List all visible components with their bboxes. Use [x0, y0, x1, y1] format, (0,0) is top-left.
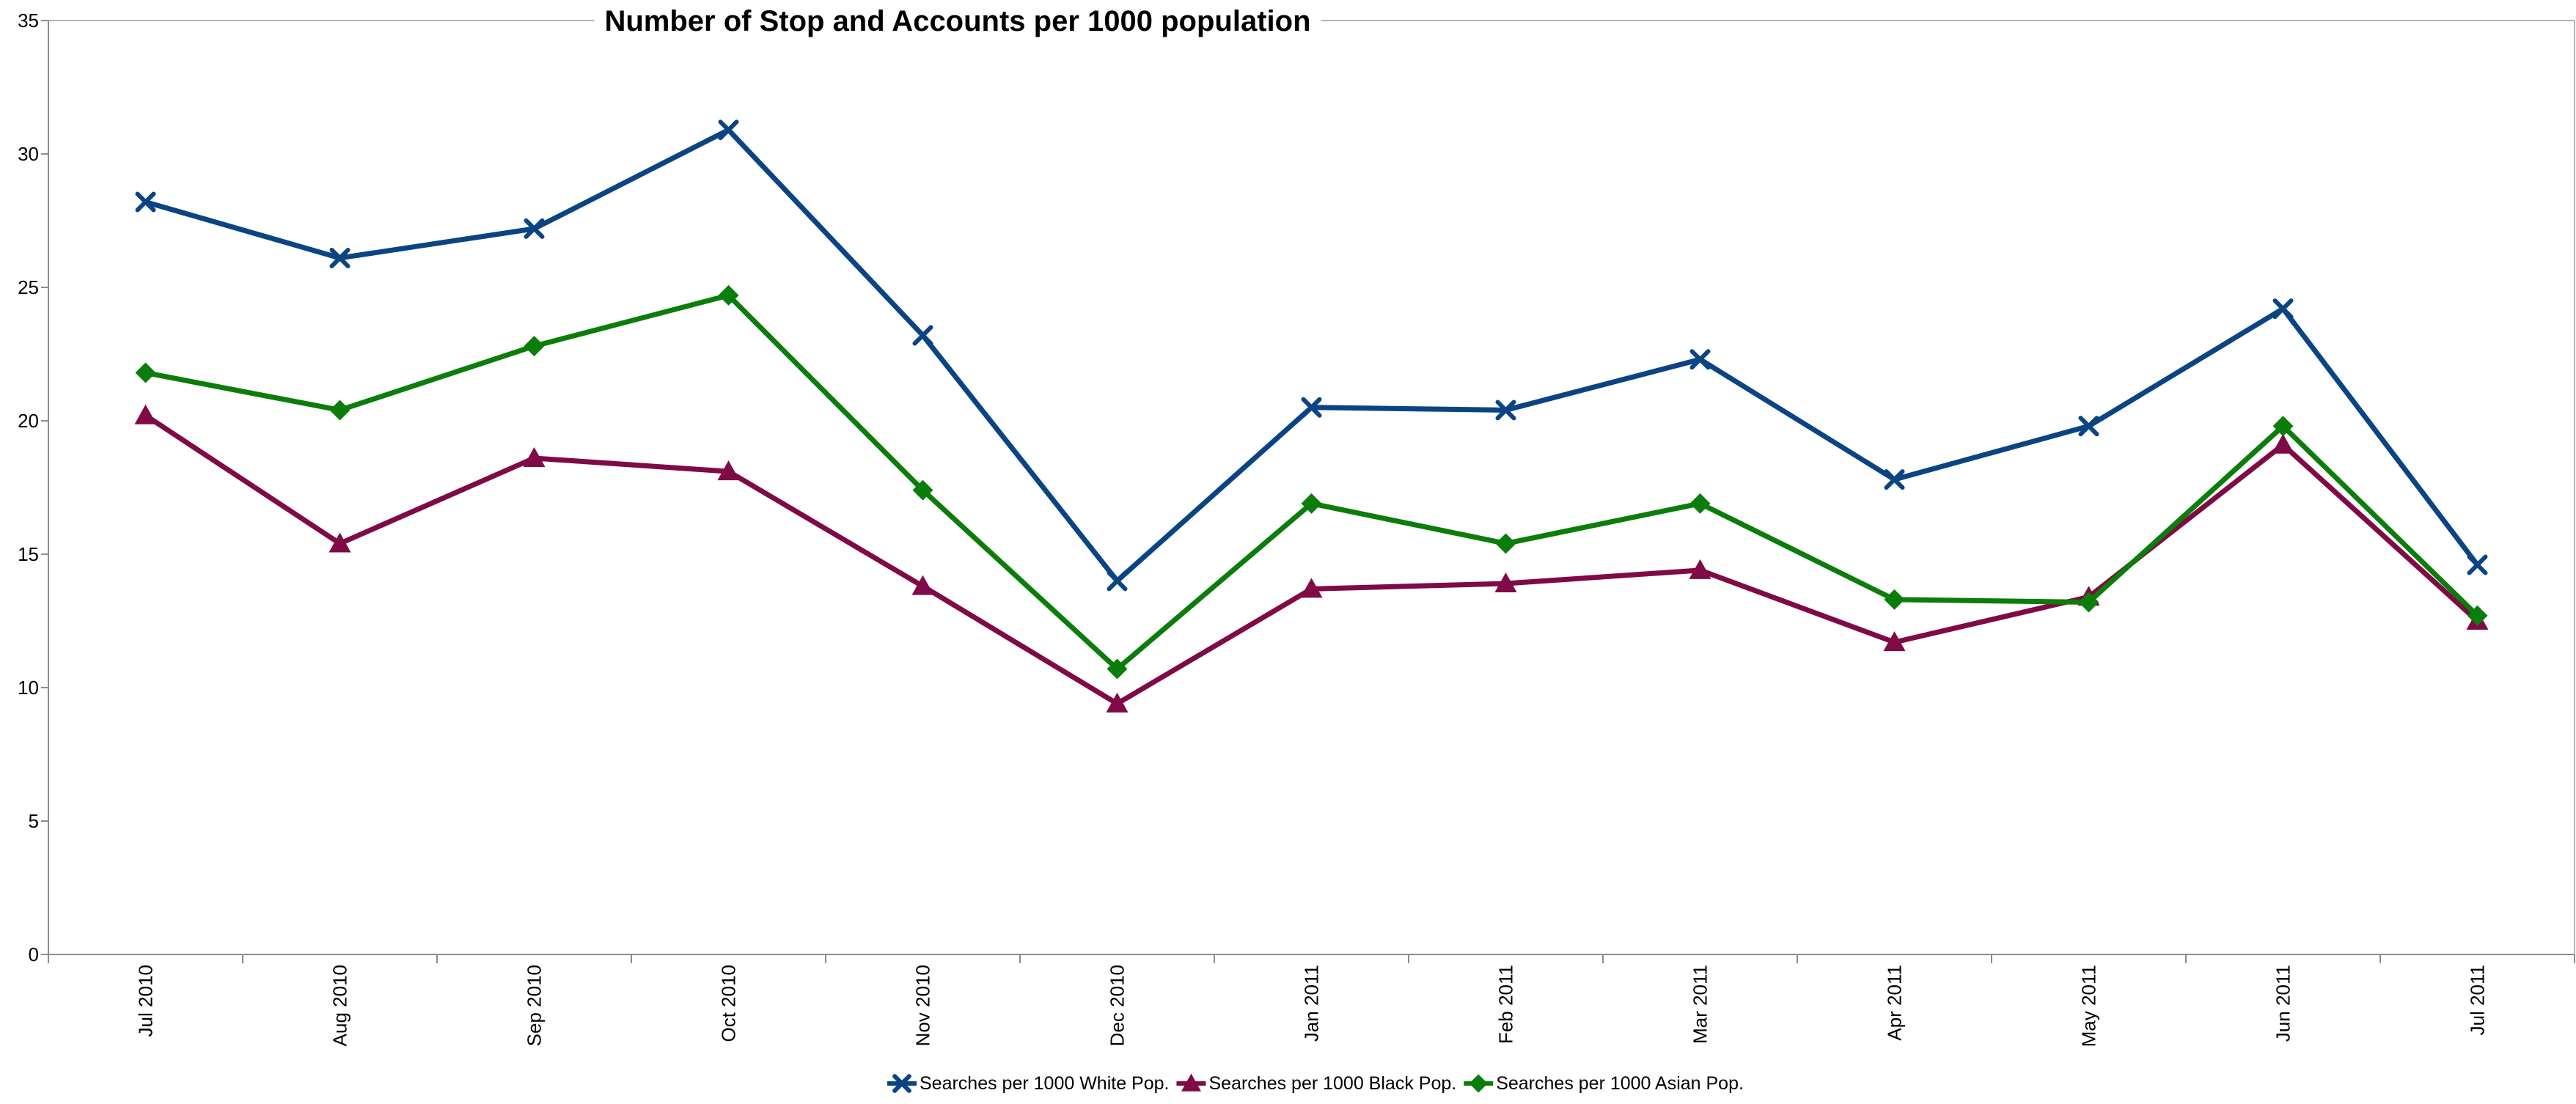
data-point-stroke	[524, 218, 545, 239]
data-point	[1300, 578, 1323, 598]
data-point	[718, 119, 739, 141]
x-tick-label: Dec 2010	[1107, 965, 1129, 1046]
data-point-stroke	[912, 325, 933, 346]
data-point	[1689, 493, 1711, 514]
series-3	[135, 284, 2488, 680]
data-point	[2078, 592, 2099, 613]
data-point-stroke	[1884, 469, 1905, 490]
y-tick-label: 25	[18, 276, 39, 298]
data-point	[2272, 298, 2294, 320]
data-point-stroke	[2467, 554, 2488, 575]
x-tick-label: Mar 2011	[1689, 965, 1711, 1044]
data-point	[134, 404, 157, 424]
x-tick-label: Jul 2011	[2467, 965, 2489, 1035]
data-point-stroke	[718, 119, 739, 141]
data-point	[2467, 605, 2488, 626]
legend: Searches per 1000 White Pop. Searches per…	[887, 1073, 1744, 1094]
data-point	[1494, 573, 1517, 593]
y-tick-label: 0	[29, 943, 39, 965]
series-line	[143, 292, 2480, 672]
x-tick-label: Sep 2010	[524, 965, 546, 1046]
data-point	[1884, 589, 1905, 610]
data-point-stroke	[892, 1074, 911, 1093]
data-point	[892, 1074, 911, 1093]
x-tick-label: Jan 2011	[1301, 965, 1323, 1042]
data-point-stroke	[1495, 400, 1516, 421]
y-tick-label: 20	[18, 410, 39, 432]
data-point	[717, 460, 740, 481]
data-point	[1107, 658, 1128, 680]
series-lines	[134, 119, 2489, 713]
data-point	[135, 191, 156, 213]
legend-label: Searches per 1000 Asian Pop.	[1496, 1073, 1744, 1094]
data-point-stroke	[1689, 349, 1711, 370]
x-tick-label: Nov 2010	[912, 965, 934, 1046]
data-point	[523, 446, 546, 467]
data-point	[1469, 1074, 1488, 1093]
data-point	[912, 325, 933, 346]
x-tick-label: Apr 2011	[1884, 965, 1906, 1041]
legend-label: Searches per 1000 White Pop.	[920, 1073, 1169, 1094]
x-tick-label: Feb 2011	[1495, 965, 1517, 1044]
y-tick-label: 10	[18, 677, 39, 699]
series-1	[135, 119, 2488, 592]
data-point	[524, 218, 545, 239]
data-point	[135, 362, 156, 383]
chart-title: Number of Stop and Accounts per 1000 pop…	[604, 5, 1310, 37]
data-point	[1181, 1073, 1201, 1092]
data-point-stroke	[135, 191, 156, 213]
y-tick-label: 5	[29, 810, 39, 832]
x-tick-label: Jul 2010	[135, 965, 157, 1037]
data-point	[2078, 416, 2099, 437]
data-point	[2272, 433, 2294, 454]
legend-label: Searches per 1000 Black Pop.	[1208, 1073, 1456, 1094]
data-point	[329, 247, 351, 268]
data-point	[329, 400, 351, 421]
data-point	[912, 479, 933, 501]
data-point	[2467, 554, 2488, 575]
data-point	[1106, 692, 1129, 713]
legend-item: Searches per 1000 Asian Pop.	[1464, 1073, 1744, 1094]
data-point-stroke	[329, 247, 351, 268]
y-tick-label: 30	[18, 143, 39, 165]
legend-item: Searches per 1000 White Pop.	[887, 1073, 1169, 1094]
data-point	[524, 336, 545, 357]
legend-item: Searches per 1000 Black Pop.	[1176, 1073, 1456, 1094]
data-point	[1301, 397, 1322, 418]
data-point-stroke	[2078, 416, 2099, 437]
data-point	[1884, 469, 1905, 490]
y-tick-label: 35	[18, 10, 39, 32]
data-point	[1107, 570, 1128, 592]
axes: 0 5 10 15 20 25 30 35 Jul 2010 Aug 2010 Sep 2010 Oc…	[18, 10, 2575, 1047]
title-background	[594, 2, 1321, 40]
data-point-stroke	[1301, 397, 1322, 418]
x-tick-label: May 2011	[2078, 965, 2100, 1047]
data-point-stroke	[1107, 570, 1128, 592]
series-line	[143, 413, 2480, 707]
data-point-stroke	[2272, 298, 2294, 320]
x-tick-label: Oct 2010	[718, 965, 740, 1042]
data-point	[1495, 400, 1516, 421]
data-point	[2272, 416, 2294, 437]
data-point	[1883, 631, 1906, 652]
y-tick-label: 15	[18, 543, 39, 565]
data-point	[329, 532, 351, 553]
x-tick-label: Jun 2011	[2272, 965, 2294, 1042]
x-tick-label: Aug 2010	[329, 965, 351, 1046]
data-point	[1689, 559, 1711, 579]
data-point	[1495, 533, 1516, 554]
data-point	[1689, 349, 1711, 370]
data-point	[911, 575, 934, 595]
data-point	[1301, 493, 1322, 514]
data-point	[718, 284, 739, 306]
